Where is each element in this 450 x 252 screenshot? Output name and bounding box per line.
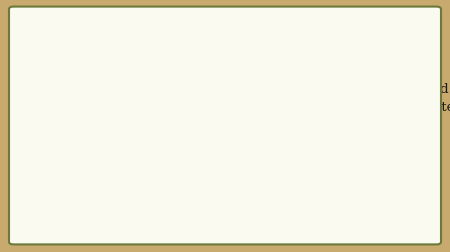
Text: R: R [316,41,327,55]
Text: Bell Work 2/9/2015: Bell Work 2/9/2015 [105,27,345,49]
Text: In pea plants, round seeds (R) are dominant over wrinked seed (r). The Punnett
s: In pea plants, round seeds (R) are domin… [25,83,450,132]
Text: R: R [279,77,290,91]
Text: r: r [360,41,367,55]
Text: Describe: Describe [25,144,88,158]
Text: all possible: all possible [69,144,144,158]
Text: r: r [284,119,290,133]
Bar [300,63,385,147]
Text: phenotypes and genotypes for this cross.: phenotypes and genotypes for this cross. [123,144,401,158]
